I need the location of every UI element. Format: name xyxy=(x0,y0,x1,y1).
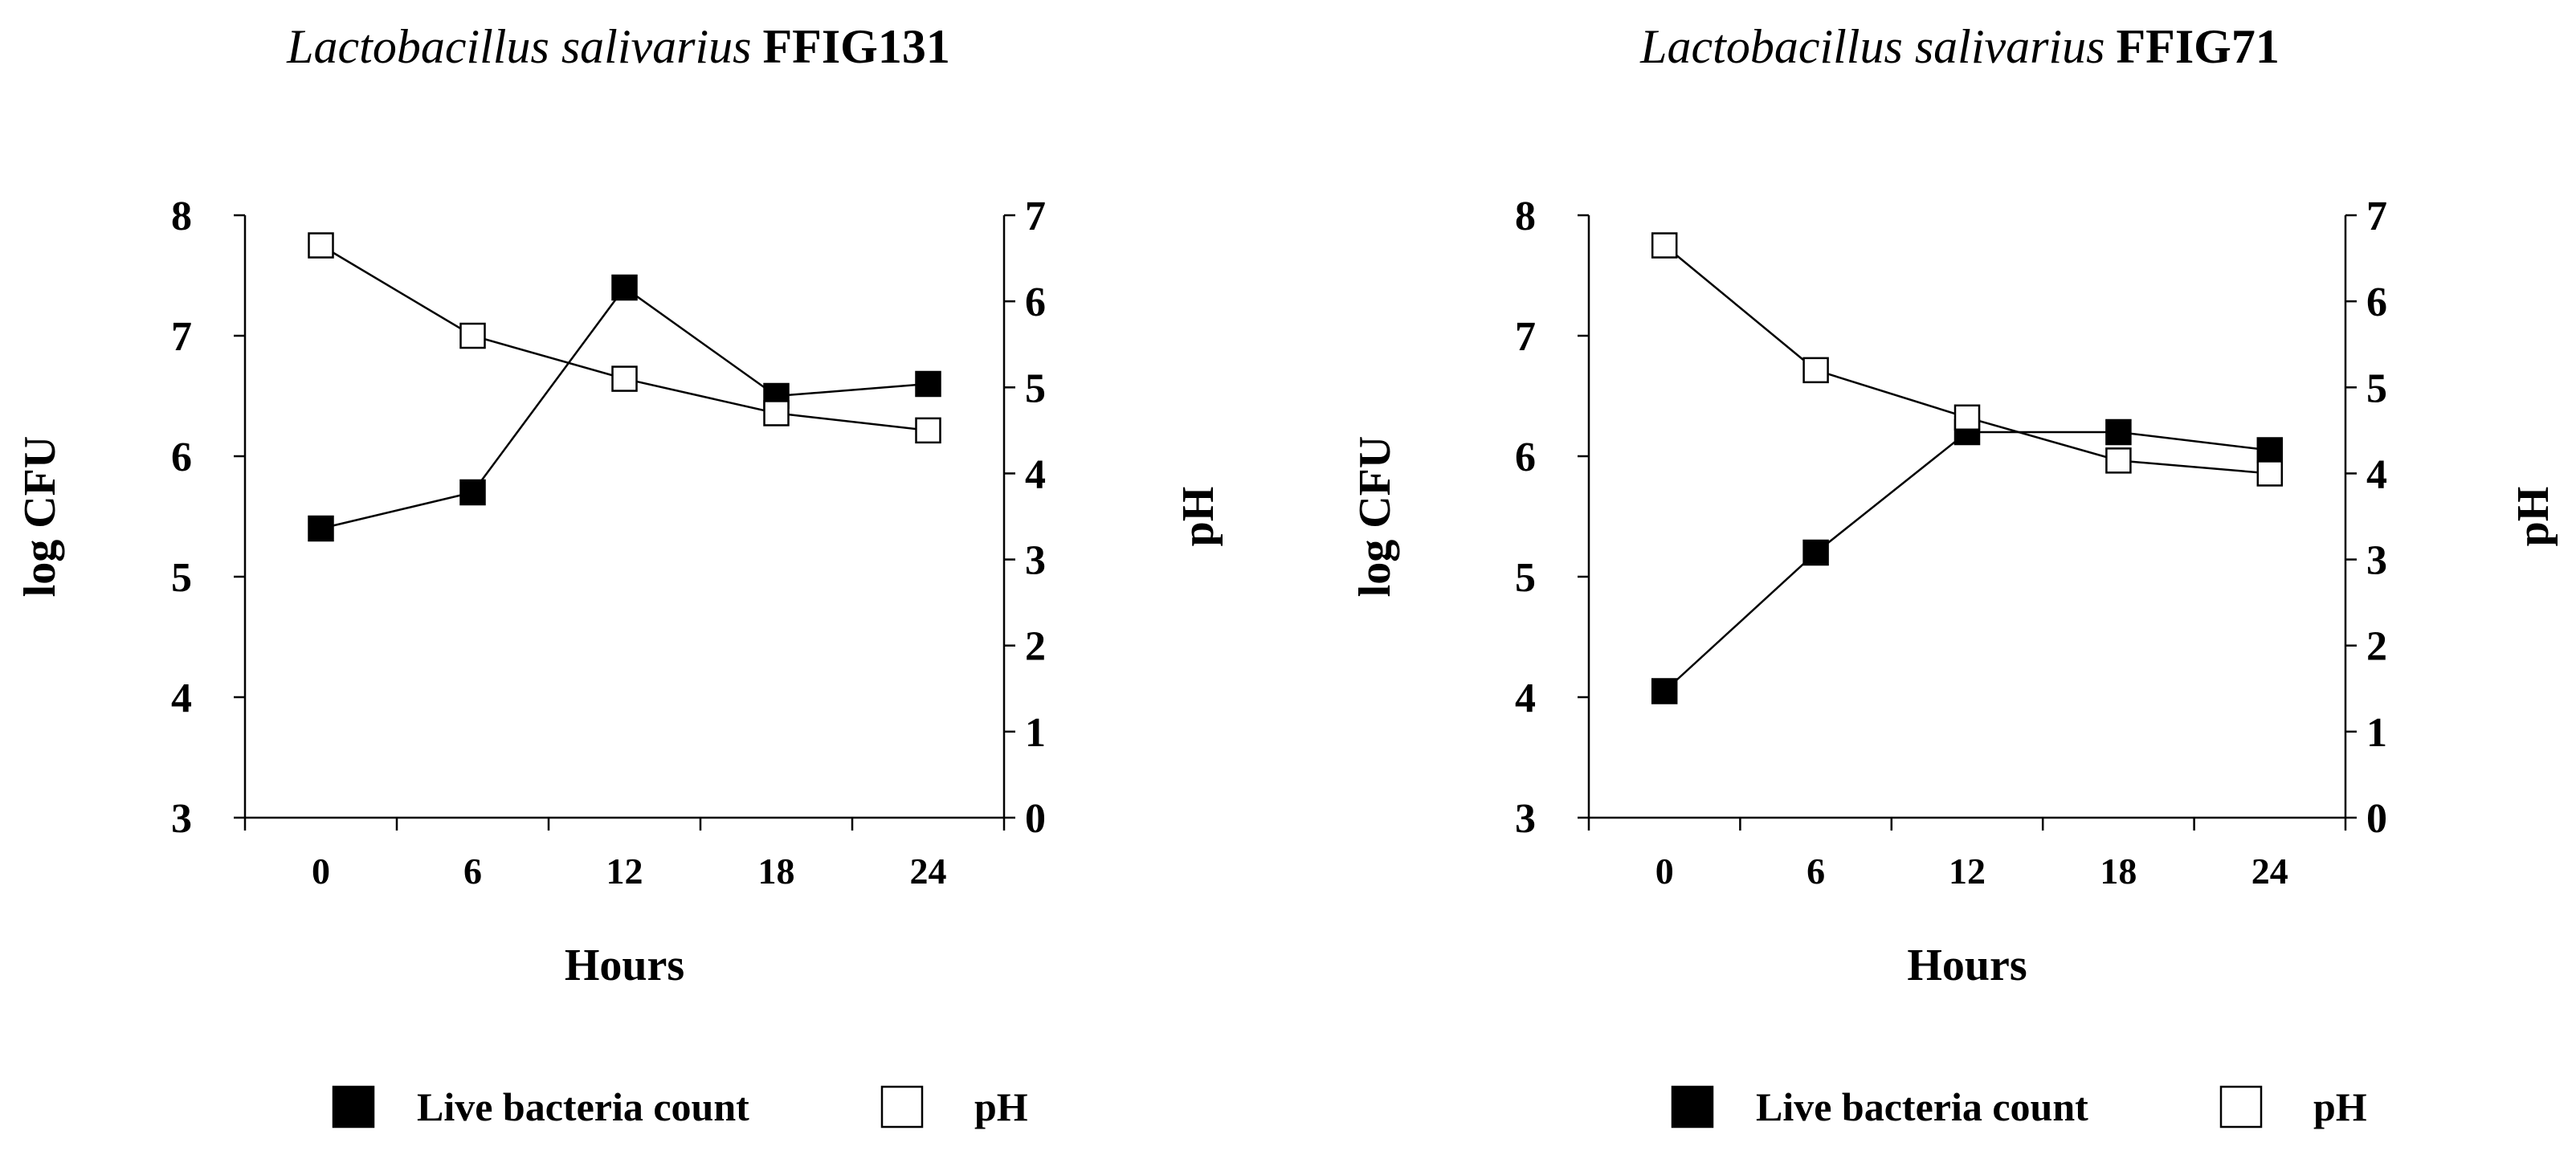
title-strain: FFIG71 xyxy=(2117,20,2280,73)
x-tick-label: 0 xyxy=(312,851,330,892)
chart-title: Lactobacillus salivarius FFIG131 xyxy=(286,20,950,73)
x-tick-label: 6 xyxy=(463,851,482,892)
y-tick-label: 7 xyxy=(1515,314,1536,360)
data-point-ph xyxy=(611,365,638,392)
data-point-live-bacteria xyxy=(459,479,486,506)
data-point-ph xyxy=(1651,232,1678,259)
data-point-ph xyxy=(2105,447,2132,474)
chart-ffig131: Lactobacillus salivarius FFIG131345678012… xyxy=(15,20,1223,1129)
y2-tick-label: 7 xyxy=(1025,194,1046,239)
x-tick-label: 24 xyxy=(910,851,947,892)
data-point-ph xyxy=(1802,357,1829,384)
x-axis-label: Hours xyxy=(565,941,684,990)
title-strain: FFIG131 xyxy=(763,20,950,73)
y2-axis-label: pH xyxy=(1174,487,1223,547)
data-point-live-bacteria xyxy=(308,515,334,542)
legend-swatch-live-bacteria xyxy=(1671,1085,1714,1129)
legend-label-ph: pH xyxy=(974,1084,1028,1129)
y2-tick-label: 0 xyxy=(2366,796,2387,842)
data-point-live-bacteria xyxy=(1802,539,1829,566)
x-tick-label: 18 xyxy=(758,851,795,892)
y-tick-label: 8 xyxy=(1515,194,1536,239)
y-tick-label: 5 xyxy=(171,555,192,601)
data-point-live-bacteria xyxy=(2105,418,2132,446)
chart-ffig71: Lactobacillus salivarius FFIG713456780123… xyxy=(1350,20,2558,1129)
data-point-live-bacteria xyxy=(611,274,638,301)
y2-tick-label: 4 xyxy=(1025,451,1046,497)
x-tick-label: 12 xyxy=(606,851,643,892)
y-tick-label: 6 xyxy=(171,435,192,480)
data-point-ph xyxy=(2256,460,2284,487)
y2-tick-label: 2 xyxy=(2366,624,2387,670)
y2-tick-label: 0 xyxy=(1025,796,1046,842)
x-tick-label: 6 xyxy=(1806,851,1825,892)
data-point-live-bacteria xyxy=(2256,437,2284,463)
y2-tick-label: 4 xyxy=(2366,451,2387,497)
y2-tick-label: 2 xyxy=(1025,624,1046,670)
y2-tick-label: 7 xyxy=(2366,194,2387,239)
y-tick-label: 3 xyxy=(171,796,192,842)
legend-label-ph: pH xyxy=(2313,1084,2367,1129)
legend-swatch-ph xyxy=(2219,1085,2263,1129)
chart-title: Lactobacillus salivarius FFIG71 xyxy=(1639,20,2280,73)
data-point-ph xyxy=(459,322,486,349)
y2-tick-label: 5 xyxy=(1025,365,1046,411)
y-tick-label: 4 xyxy=(1515,675,1536,721)
y-tick-label: 7 xyxy=(171,314,192,360)
y2-tick-label: 3 xyxy=(2366,538,2387,584)
y-tick-label: 8 xyxy=(171,194,192,239)
x-tick-label: 18 xyxy=(2100,851,2137,892)
y2-tick-label: 1 xyxy=(1025,710,1046,756)
series-line-live-bacteria xyxy=(320,286,929,530)
y-axis-label: log CFU xyxy=(15,436,65,598)
y-tick-label: 4 xyxy=(171,675,192,721)
legend-label-live-bacteria: Live bacteria count xyxy=(1756,1084,2088,1129)
y-tick-label: 6 xyxy=(1515,435,1536,480)
y-tick-label: 5 xyxy=(1515,555,1536,601)
x-tick-label: 24 xyxy=(2251,851,2288,892)
y2-tick-label: 1 xyxy=(2366,710,2387,756)
y2-tick-label: 6 xyxy=(2366,280,2387,325)
legend-swatch-live-bacteria xyxy=(332,1085,375,1129)
y2-tick-label: 5 xyxy=(2366,365,2387,411)
data-point-ph xyxy=(308,232,334,259)
series-line-ph xyxy=(320,244,929,432)
y2-axis-label: pH xyxy=(2509,487,2558,547)
data-point-live-bacteria xyxy=(1651,678,1678,704)
y2-tick-label: 6 xyxy=(1025,280,1046,325)
data-point-ph xyxy=(915,417,941,444)
x-tick-label: 12 xyxy=(1949,851,1986,892)
series-line-live-bacteria xyxy=(1664,431,2270,692)
y-tick-label: 3 xyxy=(1515,796,1536,842)
legend-swatch-ph xyxy=(880,1085,924,1129)
title-species: Lactobacillus salivarius xyxy=(286,20,751,73)
y-axis-label: log CFU xyxy=(1350,436,1400,598)
data-point-ph xyxy=(763,400,790,427)
y2-tick-label: 3 xyxy=(1025,538,1046,584)
title-species: Lactobacillus salivarius xyxy=(1639,20,2104,73)
x-tick-label: 0 xyxy=(1655,851,1674,892)
x-axis-label: Hours xyxy=(1907,941,2027,990)
data-point-live-bacteria xyxy=(915,370,941,398)
data-point-ph xyxy=(1953,404,1981,431)
legend-label-live-bacteria: Live bacteria count xyxy=(417,1084,749,1129)
